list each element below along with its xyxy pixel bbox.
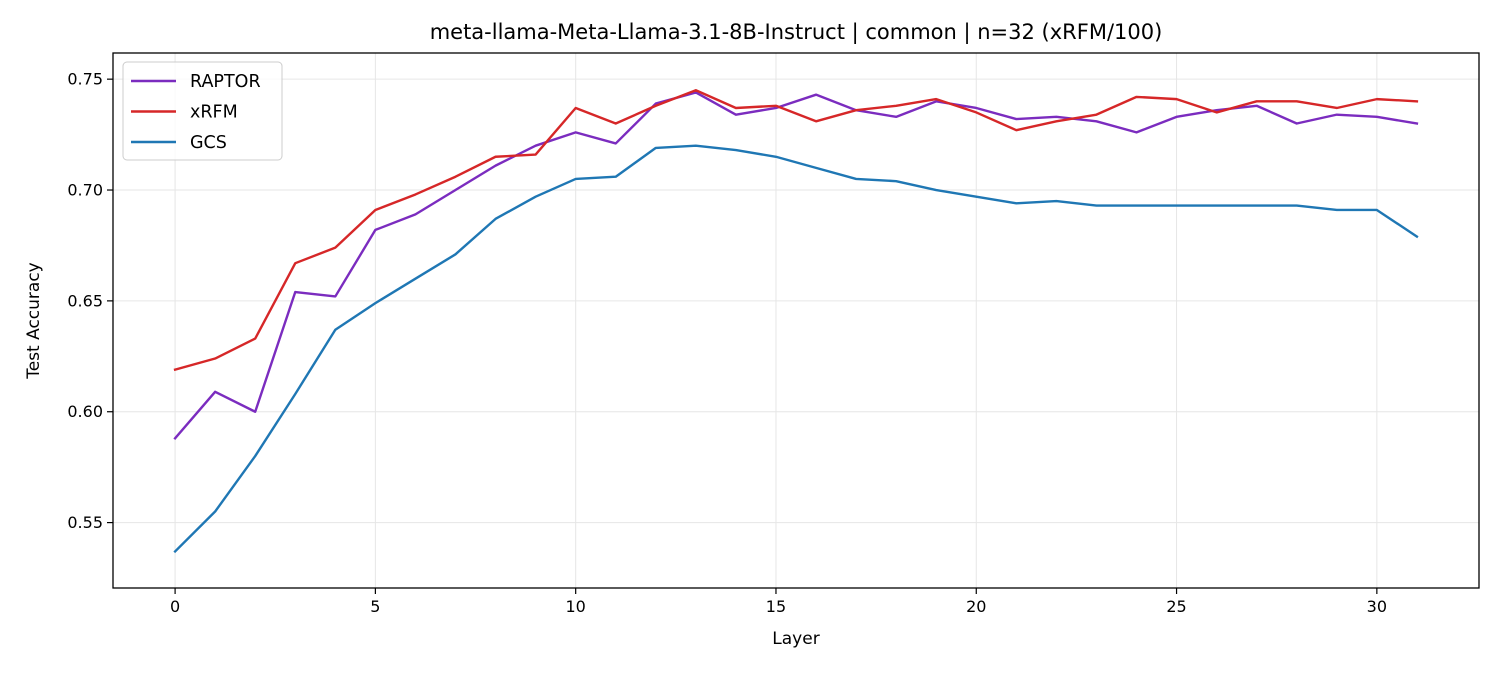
legend-label-raptor: RAPTOR <box>190 72 261 92</box>
x-axis-label: Layer <box>772 629 819 649</box>
series-line-xrfm <box>173 89 1419 372</box>
grid <box>113 53 1479 588</box>
y-tick-label: 0.55 <box>67 513 103 532</box>
legend-box <box>122 61 283 161</box>
x-tick-label: 10 <box>565 597 585 616</box>
x-tick-label: 25 <box>1166 597 1186 616</box>
x-tick-label: 5 <box>370 597 380 616</box>
y-axis-label: Test Accuracy <box>24 262 44 380</box>
ticks: 0 5 10 15 20 25 30 0.55 0.60 0.65 0.70 0.75 <box>67 70 1387 616</box>
legend-label-xrfm: xRFM <box>190 103 238 123</box>
x-tick-label: 20 <box>966 597 986 616</box>
y-tick-label: 0.60 <box>67 402 103 421</box>
y-tick-label: 0.65 <box>67 291 103 310</box>
series-layer <box>173 89 1419 554</box>
x-tick-label: 15 <box>766 597 786 616</box>
y-tick-label: 0.70 <box>67 181 103 200</box>
x-tick-label: 0 <box>170 597 180 616</box>
plot-frame <box>112 52 1480 589</box>
chart-title: meta-llama-Meta-Llama-3.1-8B-Instruct | … <box>430 20 1163 45</box>
series-line-gcs <box>173 144 1419 554</box>
x-tick-label: 30 <box>1367 597 1387 616</box>
legend: RAPTOR xRFM GCS <box>122 61 283 161</box>
legend-label-gcs: GCS <box>190 133 227 153</box>
y-tick-label: 0.75 <box>67 70 103 89</box>
